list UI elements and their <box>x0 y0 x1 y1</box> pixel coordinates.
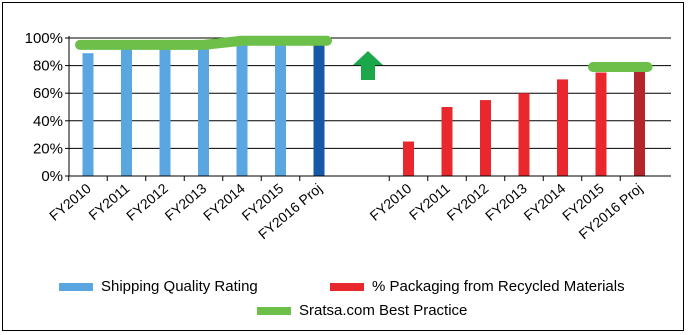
best-practice-line <box>75 35 332 50</box>
bars <box>68 42 645 181</box>
up-arrow-icon <box>353 51 383 80</box>
bar-chart: 0%20%40%60%80%100% FY2010FY2011FY2012FY2… <box>25 30 671 242</box>
y-tick-label: 60% <box>33 85 63 102</box>
x-tick-label: FY2010 <box>367 180 415 224</box>
chart-frame: 0% 20% 40% 60% 80% 100% FY2010 FY2011 FY2012 FY2… <box>2 2 684 331</box>
bar <box>557 79 568 176</box>
legend-swatch-red <box>330 282 364 291</box>
y-tick-label: 20% <box>33 140 63 157</box>
bar <box>441 107 453 176</box>
legend-swatch-green <box>257 306 291 315</box>
bar <box>595 72 607 176</box>
legend-entry-best-practice: Sratsa.com Best Practice <box>257 302 467 319</box>
bar <box>82 53 94 176</box>
bar <box>236 42 248 176</box>
x-tick-label: FY2013 <box>482 180 530 224</box>
x-tick-label: FY2010 <box>46 180 94 224</box>
x-tick-label: FY2011 <box>406 180 453 223</box>
bar <box>518 93 530 176</box>
bar <box>121 42 132 176</box>
legend-label-shipping-quality: Shipping Quality Rating <box>101 278 258 295</box>
bar <box>634 69 645 176</box>
x-axis-tick-labels: FY2010FY2011FY2012FY2013FY2014FY2015FY20… <box>46 180 645 242</box>
legend-swatch-blue <box>59 282 93 291</box>
x-tick-label: FY2012 <box>123 180 171 224</box>
bar <box>159 42 171 176</box>
legend-entry-recycled-packaging: % Packaging from Recycled Materials <box>330 278 625 295</box>
y-tick-label: 80% <box>33 58 63 75</box>
legend-entry-shipping-quality: Shipping Quality Rating <box>59 278 258 295</box>
x-tick-label: FY2014 <box>521 180 569 224</box>
y-tick-label: 100% <box>25 30 63 47</box>
bar <box>480 100 491 176</box>
x-tick-label: FY2013 <box>162 180 210 224</box>
best-practice-lines <box>75 35 653 72</box>
x-tick-label: FY2012 <box>444 180 492 224</box>
up-arrow-shape <box>353 51 383 80</box>
legend-label-recycled-packaging: % Packaging from Recycled Materials <box>372 278 625 295</box>
x-tick-label: FY2011 <box>85 180 132 223</box>
bar <box>313 42 325 176</box>
legend-label-best-practice: Sratsa.com Best Practice <box>299 302 468 319</box>
y-axis-tick-labels: 0% 20% 40% 60% 80% 100% <box>25 30 63 185</box>
bar <box>403 141 414 176</box>
y-tick-label: 40% <box>33 113 63 130</box>
x-tick-label: FY2014 <box>200 180 248 224</box>
y-tick-label: 0% <box>41 168 63 185</box>
bar <box>198 42 209 176</box>
bar <box>275 42 286 176</box>
